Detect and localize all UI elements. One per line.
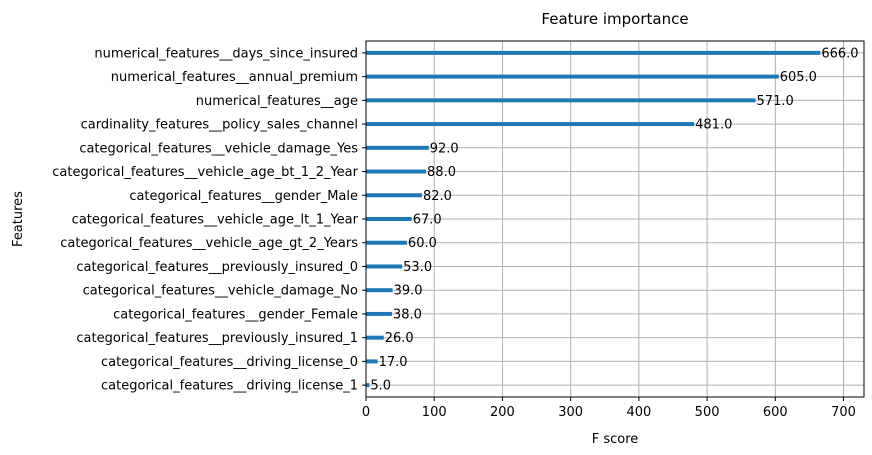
data-label: 571.0 (757, 94, 794, 109)
x-tick-label: 200 (490, 405, 515, 420)
data-label-layer: 666.0 605.0 571.0 481.0 92.0 88.0 82.0 67.0 60.0… (370, 46, 858, 393)
x-tick-label: 600 (763, 405, 788, 420)
bar (366, 122, 695, 127)
data-label: 17.0 (379, 355, 408, 370)
data-label: 82.0 (423, 189, 452, 204)
bar (366, 311, 392, 316)
x-tick-label: 500 (695, 405, 720, 420)
x-tick-label: 100 (422, 405, 447, 420)
x-axis-title: F score (592, 432, 639, 447)
data-label: 67.0 (413, 213, 442, 228)
y-tick-layer: numerical_features__days_since_insurednu… (52, 46, 366, 394)
data-label: 53.0 (403, 260, 432, 275)
data-label: 38.0 (393, 307, 422, 322)
x-tick-label: 700 (831, 405, 856, 420)
bar (366, 288, 393, 293)
chart-title: Feature importance (541, 10, 688, 28)
bar (366, 359, 378, 364)
y-tick-label: cardinality_features__policy_sales_chann… (81, 118, 358, 133)
y-tick-label: numerical_features__annual_premium (111, 70, 358, 85)
bar (366, 50, 821, 55)
x-tick-layer: 0 100 200 300 400 500 600 700 (362, 397, 856, 420)
y-axis-title: Features (11, 191, 26, 247)
bar (366, 217, 412, 221)
y-tick-label: categorical_features__vehicle_age_gt_2_Y… (60, 236, 358, 251)
data-label: 481.0 (695, 118, 732, 133)
y-tick-label: categorical_features__vehicle_age_lt_1_Y… (72, 213, 359, 228)
y-tick-label: categorical_features__previously_insured… (76, 260, 358, 275)
data-label: 88.0 (427, 165, 456, 180)
bar (366, 383, 370, 388)
data-label: 605.0 (780, 70, 817, 85)
bar (366, 74, 779, 79)
bar (366, 240, 407, 245)
data-label: 5.0 (370, 379, 391, 394)
bar (366, 98, 756, 103)
data-label: 26.0 (385, 331, 414, 346)
y-tick-label: categorical_features__vehicle_age_bt_1_2… (52, 165, 358, 180)
bar (366, 193, 422, 198)
bar (366, 335, 384, 340)
data-label: 666.0 (821, 46, 858, 61)
y-tick-label: categorical_features__gender_Male (129, 189, 358, 204)
y-tick-label: categorical_features__vehicle_damage_Yes (79, 141, 358, 156)
x-tick-label: 400 (626, 405, 651, 420)
bar (366, 145, 429, 150)
y-tick-label: categorical_features__gender_Female (113, 307, 358, 322)
data-label: 60.0 (408, 236, 437, 251)
x-tick-label: 0 (362, 405, 370, 420)
x-tick-label: 300 (558, 405, 583, 420)
y-tick-label: numerical_features__days_since_insured (94, 46, 358, 61)
data-label: 92.0 (430, 141, 459, 156)
y-tick-label: categorical_features__driving_license_1 (101, 379, 358, 394)
y-tick-label: numerical_features__age (196, 94, 358, 109)
bar (366, 264, 403, 269)
y-tick-label: categorical_features__driving_license_0 (101, 355, 358, 370)
bar-layer (366, 50, 821, 388)
data-label: 39.0 (394, 284, 423, 299)
bar (366, 169, 427, 174)
y-tick-label: categorical_features__previously_insured… (76, 331, 358, 346)
y-tick-label: categorical_features__vehicle_damage_No (83, 284, 358, 299)
